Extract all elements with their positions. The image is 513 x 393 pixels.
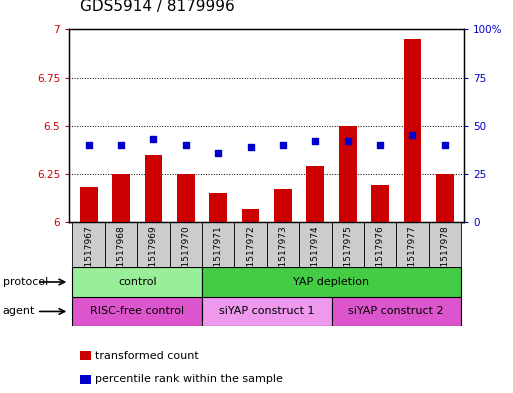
Bar: [242, 209, 260, 222]
Text: agent: agent: [3, 307, 35, 316]
Bar: [274, 189, 292, 222]
Text: GSM1517972: GSM1517972: [246, 226, 255, 286]
Text: siYAP construct 1: siYAP construct 1: [219, 307, 314, 316]
Bar: [177, 174, 195, 222]
Bar: [267, 222, 299, 267]
Point: [117, 142, 125, 148]
Bar: [72, 222, 105, 267]
Bar: [331, 297, 461, 326]
Bar: [112, 174, 130, 222]
Text: GSM1517978: GSM1517978: [440, 226, 449, 286]
Point: [311, 138, 320, 144]
Text: percentile rank within the sample: percentile rank within the sample: [95, 374, 283, 384]
Text: control: control: [118, 277, 156, 287]
Point: [441, 142, 449, 148]
Point: [85, 142, 93, 148]
Text: GSM1517976: GSM1517976: [376, 226, 385, 286]
Text: GSM1517967: GSM1517967: [84, 226, 93, 286]
Point: [214, 150, 222, 156]
Bar: [234, 222, 267, 267]
Text: RISC-free control: RISC-free control: [90, 307, 184, 316]
Bar: [396, 222, 429, 267]
Text: siYAP construct 2: siYAP construct 2: [348, 307, 444, 316]
Bar: [331, 222, 364, 267]
Bar: [105, 222, 137, 267]
Bar: [72, 267, 202, 297]
Bar: [436, 174, 453, 222]
Point: [344, 138, 352, 144]
Bar: [145, 155, 162, 222]
Bar: [299, 222, 331, 267]
Text: GSM1517973: GSM1517973: [279, 226, 287, 286]
Point: [149, 136, 157, 142]
Text: GDS5914 / 8179996: GDS5914 / 8179996: [80, 0, 234, 14]
Bar: [371, 185, 389, 222]
Bar: [80, 187, 97, 222]
Bar: [170, 222, 202, 267]
Text: GSM1517977: GSM1517977: [408, 226, 417, 286]
Bar: [202, 222, 234, 267]
Bar: [72, 297, 202, 326]
Point: [408, 132, 417, 138]
Text: GSM1517968: GSM1517968: [116, 226, 126, 286]
Bar: [202, 297, 331, 326]
Bar: [306, 166, 324, 222]
Bar: [137, 222, 170, 267]
Bar: [404, 39, 421, 222]
Bar: [202, 267, 461, 297]
Text: GSM1517971: GSM1517971: [214, 226, 223, 286]
Bar: [339, 126, 357, 222]
Point: [182, 142, 190, 148]
Text: GSM1517970: GSM1517970: [181, 226, 190, 286]
Point: [246, 144, 254, 150]
Bar: [364, 222, 396, 267]
Point: [279, 142, 287, 148]
Text: transformed count: transformed count: [95, 351, 199, 361]
Text: protocol: protocol: [3, 277, 48, 287]
Text: GSM1517969: GSM1517969: [149, 226, 158, 286]
Point: [376, 142, 384, 148]
Text: GSM1517975: GSM1517975: [343, 226, 352, 286]
Bar: [429, 222, 461, 267]
Text: YAP depletion: YAP depletion: [293, 277, 369, 287]
Text: GSM1517974: GSM1517974: [311, 226, 320, 286]
Bar: [209, 193, 227, 222]
